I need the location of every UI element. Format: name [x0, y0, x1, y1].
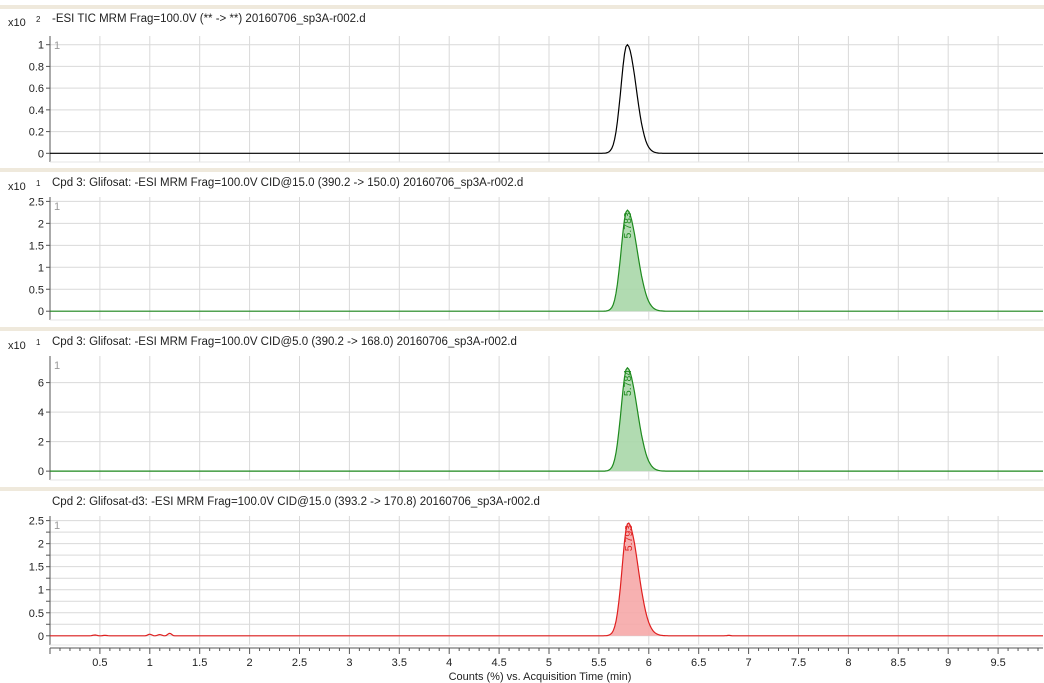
peak-area-fill — [597, 210, 669, 312]
y-tick-label: 0.4 — [29, 105, 44, 117]
panel-index-label: 1 — [54, 40, 60, 52]
peak-rt-label: 5.783 — [622, 212, 634, 238]
panel-title: Cpd 3: Glifosat: -ESI MRM Frag=100.0V CI… — [52, 177, 523, 189]
peak-area-fill — [599, 523, 670, 636]
x-tick-label: 6 — [646, 657, 652, 669]
panel-separator — [0, 5, 1044, 9]
y-tick-label: 0 — [38, 631, 44, 643]
y-tick-label: 2 — [38, 437, 44, 449]
x-tick-label: 8 — [845, 657, 851, 669]
y-tick-label: 1 — [38, 585, 44, 597]
chart-panel-3: Cpd 3: Glifosat: -ESI MRM Frag=100.0V CI… — [8, 336, 1043, 481]
peak-area-fill — [597, 367, 669, 472]
x-axis-label: Counts (%) vs. Acquisition Time (min) — [449, 671, 632, 683]
x-tick-label: 4.5 — [491, 657, 506, 669]
x-tick-label: 9 — [945, 657, 951, 669]
panel-index-label: 1 — [54, 360, 60, 372]
x-tick-label: 0.5 — [92, 657, 107, 669]
y-tick-label: 1.5 — [29, 240, 44, 252]
panel-index-label: 1 — [54, 520, 60, 532]
x-tick-label: 1 — [147, 657, 153, 669]
panel-title: -ESI TIC MRM Frag=100.0V (** -> **) 2016… — [52, 13, 366, 25]
x-tick-label: 9.5 — [990, 657, 1005, 669]
y-tick-label: 2.5 — [29, 196, 44, 208]
y-tick-label: 0 — [38, 466, 44, 478]
y-tick-label: 0 — [38, 148, 44, 160]
x-tick-label: 3 — [346, 657, 352, 669]
x-tick-label: 7.5 — [791, 657, 806, 669]
x-tick-label: 5.5 — [591, 657, 606, 669]
x-tick-label: 7 — [746, 657, 752, 669]
chart-panel-2: Cpd 3: Glifosat: -ESI MRM Frag=100.0V CI… — [8, 177, 1043, 321]
series-line — [50, 522, 1043, 637]
scale-exponent: 1 — [36, 179, 41, 188]
series-line — [50, 366, 1043, 472]
scale-label: x10 — [8, 181, 26, 193]
peak-rt-label: 5.784 — [622, 370, 634, 396]
y-tick-label: 2 — [38, 539, 44, 551]
y-tick-label: 6 — [38, 378, 44, 390]
y-tick-label: 1 — [38, 40, 44, 52]
peak-rt-label: 5.793 — [623, 525, 635, 551]
chart-panel-4: Cpd 2: Glifosat-d3: -ESI MRM Frag=100.0V… — [29, 496, 1043, 646]
panel-separator — [0, 168, 1044, 172]
panel-title: Cpd 2: Glifosat-d3: -ESI MRM Frag=100.0V… — [52, 496, 540, 508]
series-line — [50, 43, 1043, 154]
x-tick-label: 5 — [546, 657, 552, 669]
y-tick-label: 0 — [38, 306, 44, 318]
x-tick-label: 1.5 — [192, 657, 207, 669]
y-tick-label: 0.5 — [29, 608, 44, 620]
x-tick-label: 6.5 — [691, 657, 706, 669]
x-tick-label: 4 — [446, 657, 452, 669]
x-tick-label: 8.5 — [891, 657, 906, 669]
panel-separator — [0, 487, 1044, 491]
y-tick-label: 2.5 — [29, 516, 44, 528]
x-tick-label: 3.5 — [392, 657, 407, 669]
series-line — [50, 209, 1043, 312]
y-tick-label: 0.6 — [29, 83, 44, 95]
y-tick-label: 1 — [38, 262, 44, 274]
y-tick-label: 1.5 — [29, 562, 44, 574]
scale-label: x10 — [8, 340, 26, 352]
scale-label: x10 — [8, 17, 26, 29]
y-tick-label: 0.5 — [29, 284, 44, 296]
x-tick-label: 2.5 — [292, 657, 307, 669]
panel-index-label: 1 — [54, 201, 60, 213]
y-tick-label: 0.2 — [29, 127, 44, 139]
y-tick-label: 4 — [38, 407, 44, 419]
chart-panel-1: -ESI TIC MRM Frag=100.0V (** -> **) 2016… — [8, 13, 1043, 163]
scale-exponent: 1 — [36, 338, 41, 347]
panel-title: Cpd 3: Glifosat: -ESI MRM Frag=100.0V CI… — [52, 336, 517, 348]
scale-exponent: 2 — [36, 15, 41, 24]
x-tick-label: 2 — [247, 657, 253, 669]
panel-separator — [0, 327, 1044, 331]
y-tick-label: 2 — [38, 218, 44, 230]
y-tick-label: 0.8 — [29, 61, 44, 73]
